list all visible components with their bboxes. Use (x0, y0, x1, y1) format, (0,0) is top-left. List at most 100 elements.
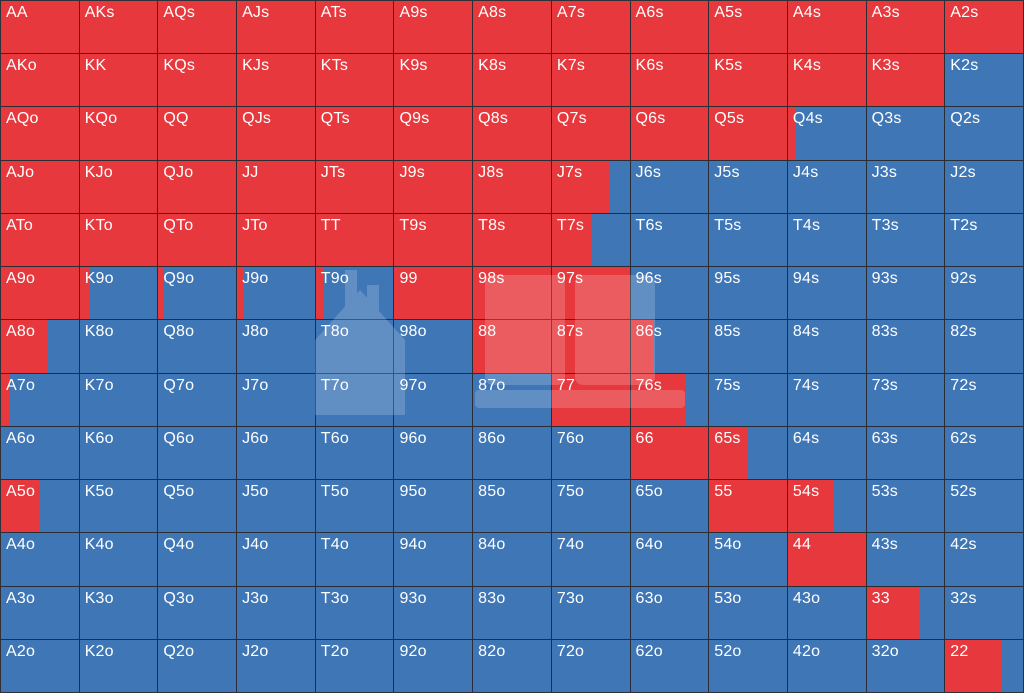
hand-label: K3s (871, 57, 900, 75)
raise-fill (1, 1, 79, 54)
raise-fill (630, 373, 685, 426)
hand-label: KQo (84, 110, 118, 128)
hand-cell-87s: 87s (551, 320, 630, 373)
hand-cell-j6s: J6s (630, 160, 709, 213)
hand-label: 77 (556, 376, 576, 394)
hand-cell-a7s: A7s (551, 1, 630, 54)
hand-cell-j4o: J4o (237, 533, 315, 586)
hand-cell-76s: 76s (630, 373, 709, 426)
raise-fill (315, 267, 324, 320)
raise-fill (709, 1, 787, 54)
raise-fill (630, 426, 709, 480)
hand-cell-k2s: K2s (945, 54, 1023, 107)
hand-label: T5s (714, 216, 742, 234)
raise-fill (551, 267, 630, 320)
hand-cell-a8o: A8o (1, 320, 79, 373)
hand-label: Q3o (163, 589, 195, 607)
hand-label: AJo (6, 163, 35, 181)
raise-fill (1, 213, 79, 267)
raise-fill (394, 267, 473, 320)
raise-fill (630, 54, 709, 107)
hand-label: K2s (950, 57, 979, 75)
hand-label: 82o (478, 642, 506, 660)
hand-cell-98s: 98s (473, 267, 551, 320)
hand-label: K9s (399, 57, 428, 75)
raise-fill (787, 1, 866, 54)
hand-cell-kjs: KJs (237, 54, 315, 107)
hand-cell-73s: 73s (866, 373, 945, 426)
hand-cell-42s: 42s (945, 533, 1023, 586)
hand-label: 52o (714, 642, 742, 660)
raise-fill (473, 54, 551, 107)
hand-label: J5s (714, 163, 740, 181)
hand-label: 22 (950, 642, 969, 660)
raise-fill (1, 54, 79, 107)
hand-label: 42s (950, 536, 977, 554)
hand-cell-j3o: J3o (237, 586, 315, 639)
hand-label: T3s (871, 216, 899, 234)
hand-label: 75o (556, 483, 585, 501)
hand-label: J3o (242, 589, 269, 607)
hand-cell-64o: 64o (630, 533, 709, 586)
hand-cell-a9o: A9o (1, 267, 79, 320)
hand-cell-ajs: AJs (237, 1, 315, 54)
raise-fill (1, 373, 9, 426)
hand-label: 52s (950, 483, 977, 501)
hand-label: J6s (635, 163, 662, 181)
hand-label: 94o (399, 536, 427, 554)
hand-label: 87s (556, 323, 584, 341)
hand-cell-k4o: K4o (79, 533, 158, 586)
raise-fill (158, 267, 164, 320)
hand-cell-a8s: A8s (473, 1, 551, 54)
raise-fill (787, 54, 866, 107)
hand-cell-74s: 74s (787, 373, 866, 426)
hand-label: AKo (6, 57, 37, 75)
raise-fill (394, 107, 473, 160)
hand-label: T6s (635, 216, 663, 234)
hand-label: 65o (635, 483, 663, 501)
raise-fill (1, 267, 79, 320)
hand-cell-k4s: K4s (787, 54, 866, 107)
hand-label: A8s (478, 4, 507, 21)
hand-cell-k9o: K9o (79, 267, 158, 320)
raise-fill (315, 213, 394, 267)
raise-fill (1, 160, 79, 213)
hand-cell-j2o: J2o (237, 639, 315, 692)
hand-cell-94s: 94s (787, 267, 866, 320)
hand-label: KTs (320, 57, 349, 75)
hand-cell-32s: 32s (945, 586, 1023, 639)
hand-cell-t4o: T4o (315, 533, 394, 586)
hand-cell-95o: 95o (394, 480, 473, 533)
hand-label: Q2o (163, 642, 195, 660)
hand-cell-ako: AKo (1, 54, 79, 107)
hand-cell-j8o: J8o (237, 320, 315, 373)
hand-label: JTs (320, 163, 346, 181)
hand-cell-j9o: J9o (237, 267, 315, 320)
hand-cell-76o: 76o (551, 426, 630, 480)
hand-cell-55: 55 (709, 480, 787, 533)
hand-cell-qts: QTs (315, 107, 394, 160)
hand-label: 74o (556, 536, 585, 554)
hand-label: J4o (242, 536, 269, 554)
hand-label: J2s (950, 163, 976, 181)
hand-label: AJs (242, 4, 270, 21)
hand-cell-k7s: K7s (551, 54, 630, 107)
hand-label: A8o (6, 323, 36, 341)
hand-cell-a9s: A9s (394, 1, 473, 54)
hand-label: 44 (792, 536, 812, 554)
hand-cell-99: 99 (394, 267, 473, 320)
hand-label: 66 (635, 429, 654, 447)
hand-cell-52o: 52o (709, 639, 787, 692)
hand-label: 94s (792, 270, 820, 288)
hand-cell-97o: 97o (394, 373, 473, 426)
hand-label: 53s (871, 483, 899, 501)
hand-cell-k5s: K5s (709, 54, 787, 107)
hand-label: 64o (635, 536, 663, 554)
hand-label: A7s (556, 4, 586, 21)
hand-cell-a2o: A2o (1, 639, 79, 692)
raise-fill (709, 426, 749, 480)
hand-cell-j4s: J4s (787, 160, 866, 213)
hand-label: A3o (6, 589, 36, 607)
hand-label: 43o (792, 589, 821, 607)
hand-cell-kjo: KJo (79, 160, 158, 213)
